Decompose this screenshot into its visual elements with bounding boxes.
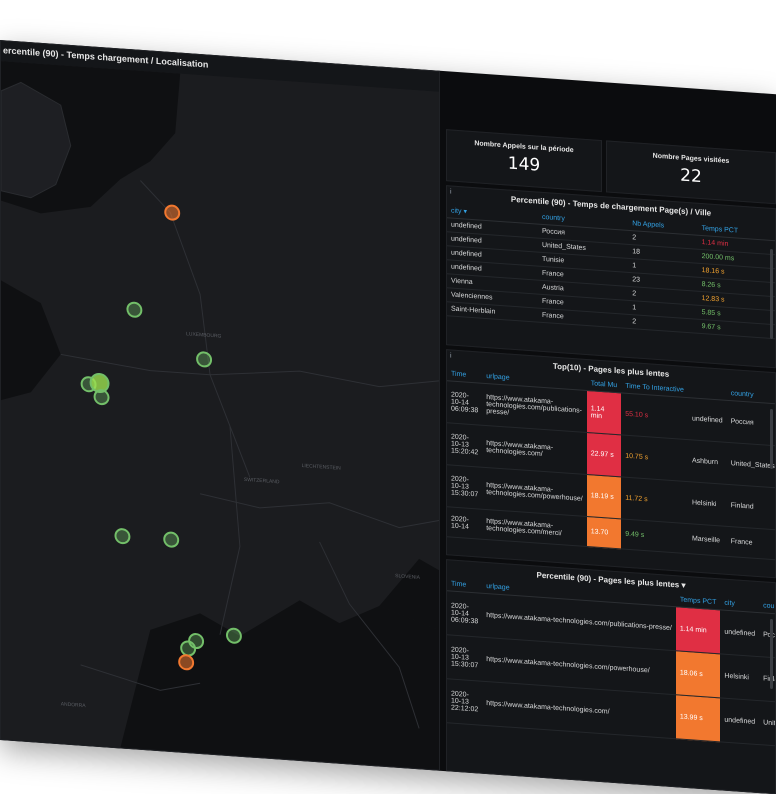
city-table: city ▾ country Nb Appels Temps PCT undef… [447, 203, 775, 339]
map-markers [80, 204, 242, 671]
map-label-liechtenstein: LIECHTENSTEIN [302, 463, 342, 472]
marker-green[interactable] [89, 373, 110, 394]
marker-green[interactable] [180, 640, 197, 657]
top10-panel: i Top(10) - Pages les plus lentes Time u… [446, 349, 776, 579]
map-svg: LUXEMBOURG SWITZERLAND LIECHTENSTEIN AND… [1, 61, 439, 770]
map-label-switzerland: SWITZERLAND [244, 477, 280, 486]
city-table-panel: i Percentile (90) - Temps de chargement … [446, 185, 776, 369]
dashboard-screen: ercentile (90) - Temps chargement / Loca… [0, 40, 776, 794]
scrollbar[interactable] [770, 618, 773, 690]
pct-pages-panel: Percentile (90) - Pages les plus lentes … [446, 559, 776, 794]
sort-down-icon: ▾ [463, 208, 467, 216]
stat-pages-panel: Nombre Pages visitées 22 [606, 140, 776, 205]
marker-green[interactable] [163, 531, 180, 548]
scrollbar[interactable] [770, 248, 773, 340]
map-label-andorra: ANDORRA [61, 701, 86, 709]
map-panel: ercentile (90) - Temps chargement / Loca… [0, 40, 440, 771]
info-icon[interactable]: i [450, 188, 452, 196]
marker-green[interactable] [225, 627, 242, 644]
pct-pages-table: Time urlpage Temps PCT city country 2020… [447, 577, 776, 749]
scrollbar[interactable] [770, 408, 773, 470]
info-icon[interactable]: i [450, 352, 452, 360]
stat-calls-panel: Nombre Appels sur la période 149 [446, 129, 602, 193]
marker-green[interactable] [93, 389, 110, 406]
marker-orange[interactable] [164, 204, 181, 221]
chevron-down-icon[interactable]: ▾ [681, 580, 686, 590]
map-label-slovenia: SLOVENIA [395, 573, 420, 581]
marker-green[interactable] [196, 351, 213, 368]
top10-table: Time urlpage Total Mu Time To Interactiv… [447, 367, 776, 560]
marker-orange[interactable] [178, 654, 195, 671]
map-label-luxembourg: LUXEMBOURG [186, 331, 221, 339]
europe-map[interactable]: LUXEMBOURG SWITZERLAND LIECHTENSTEIN AND… [1, 61, 439, 770]
marker-green[interactable] [114, 528, 131, 545]
marker-green[interactable] [126, 301, 143, 318]
